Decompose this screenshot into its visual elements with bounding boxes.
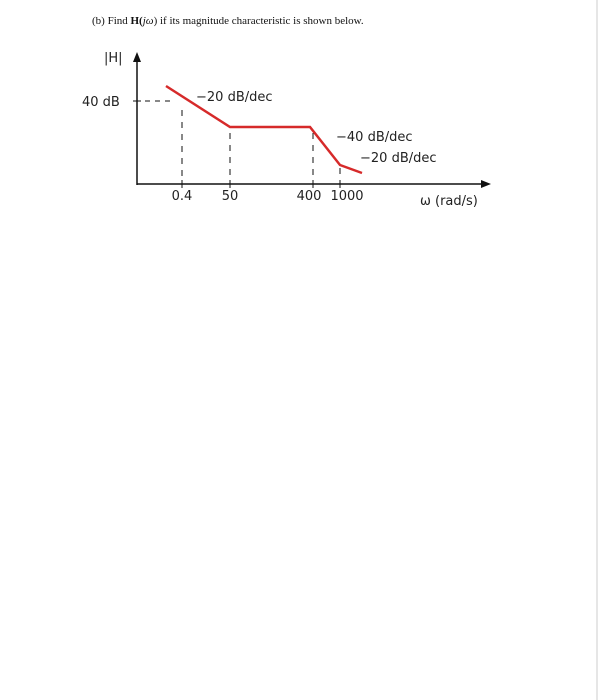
level-label: 40 dB (82, 95, 120, 110)
slope-label: −20 dB/dec (196, 90, 273, 105)
guides (181, 110, 341, 184)
question: (b) Find H(jω) if its magnitude characte… (92, 15, 364, 27)
slope-label: −40 dB/dec (336, 130, 413, 145)
y-axis-label: |H| (104, 51, 123, 66)
x-axis-label: ω (rad/s) (420, 194, 478, 209)
question-prefix: (b) Find (92, 15, 128, 27)
x-arrow (481, 180, 491, 188)
question-rest: ) if its magnitude characteristic is sho… (154, 15, 364, 27)
magnitude-curve (165, 84, 363, 175)
question-symbol: H( (131, 15, 144, 27)
slope-label: −20 dB/dec (360, 151, 437, 166)
x-tick-label: 50 (222, 189, 239, 204)
y-arrow (133, 52, 141, 62)
x-tick-label: 0.4 (172, 189, 193, 204)
question-argument: jω (141, 15, 154, 27)
x-ticks (181, 180, 341, 188)
x-tick-label: 400 (297, 189, 322, 204)
x-tick-label: 1000 (330, 189, 363, 204)
